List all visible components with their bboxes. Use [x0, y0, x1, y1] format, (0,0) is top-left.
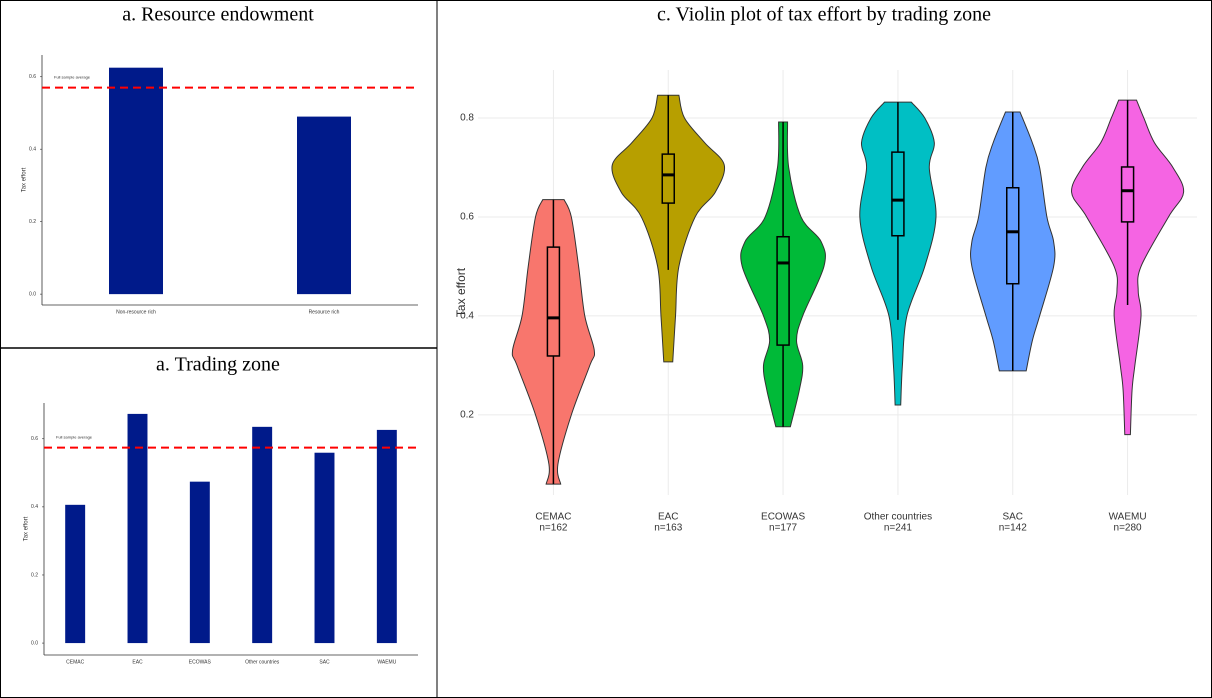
x-tick-label: Other countries — [245, 659, 280, 665]
violin — [740, 121, 826, 428]
n-label: n=280 — [1114, 523, 1143, 534]
y-axis-label: Tax effort — [24, 516, 30, 541]
x-tick-label: Non-resource rich — [116, 309, 156, 315]
x-tick-label: CEMAC — [66, 659, 84, 665]
n-label: n=163 — [654, 523, 683, 534]
x-tick-label: SAC — [1002, 512, 1023, 523]
panel-title: a. Trading zone — [156, 354, 280, 376]
y-tick-label: 0.0 — [29, 291, 36, 297]
box — [661, 153, 675, 204]
bar — [252, 426, 273, 644]
x-tick-label: Other countries — [864, 512, 932, 523]
panel-title: a. Resource endowment — [122, 4, 314, 26]
x-tick-label: CEMAC — [535, 512, 571, 523]
violin — [970, 111, 1056, 372]
x-tick-label: ECOWAS — [189, 659, 212, 665]
x-tick-label: ECOWAS — [761, 512, 805, 523]
y-tick-label: 0.6 — [460, 212, 474, 223]
x-tick-label: WAEMU — [1109, 512, 1147, 523]
n-label: n=177 — [769, 523, 798, 534]
box — [546, 246, 561, 357]
panel-title: c. Violin plot of tax effort by trading … — [657, 4, 991, 26]
box — [891, 151, 905, 237]
x-tick-label: EAC — [132, 659, 143, 665]
bar — [109, 67, 163, 295]
n-label: n=142 — [999, 523, 1028, 534]
bar — [314, 452, 335, 644]
bar — [376, 429, 397, 644]
reference-label: Full sample average — [56, 435, 93, 440]
violin — [511, 199, 596, 485]
x-tick-label: Resource rich — [309, 309, 340, 315]
y-axis-label: Tax effort — [454, 267, 468, 317]
y-tick-label: 0.6 — [31, 436, 38, 442]
box — [776, 235, 790, 346]
bar — [127, 413, 148, 644]
box — [1120, 166, 1135, 223]
y-axis-label: Tax effort — [22, 167, 28, 192]
box — [1006, 187, 1020, 285]
y-tick-label: 0.6 — [29, 74, 36, 80]
y-tick-label: 0.4 — [460, 311, 474, 322]
x-tick-label: EAC — [658, 512, 679, 523]
y-tick-label: 0.2 — [29, 219, 36, 225]
bar — [65, 504, 86, 644]
y-tick-label: 0.0 — [31, 640, 38, 646]
y-tick-label: 0.4 — [29, 147, 36, 153]
x-tick-label: SAC — [319, 659, 330, 665]
y-tick-label: 0.4 — [31, 504, 38, 510]
x-tick-label: WAEMU — [377, 659, 396, 665]
n-label: n=162 — [539, 523, 568, 534]
n-label: n=241 — [884, 523, 913, 534]
y-tick-label: 0.2 — [31, 572, 38, 578]
reference-label: Full sample average — [54, 75, 91, 80]
bar — [189, 481, 210, 644]
bar — [297, 116, 351, 295]
y-tick-label: 0.8 — [460, 113, 474, 124]
y-tick-label: 0.2 — [460, 409, 474, 420]
